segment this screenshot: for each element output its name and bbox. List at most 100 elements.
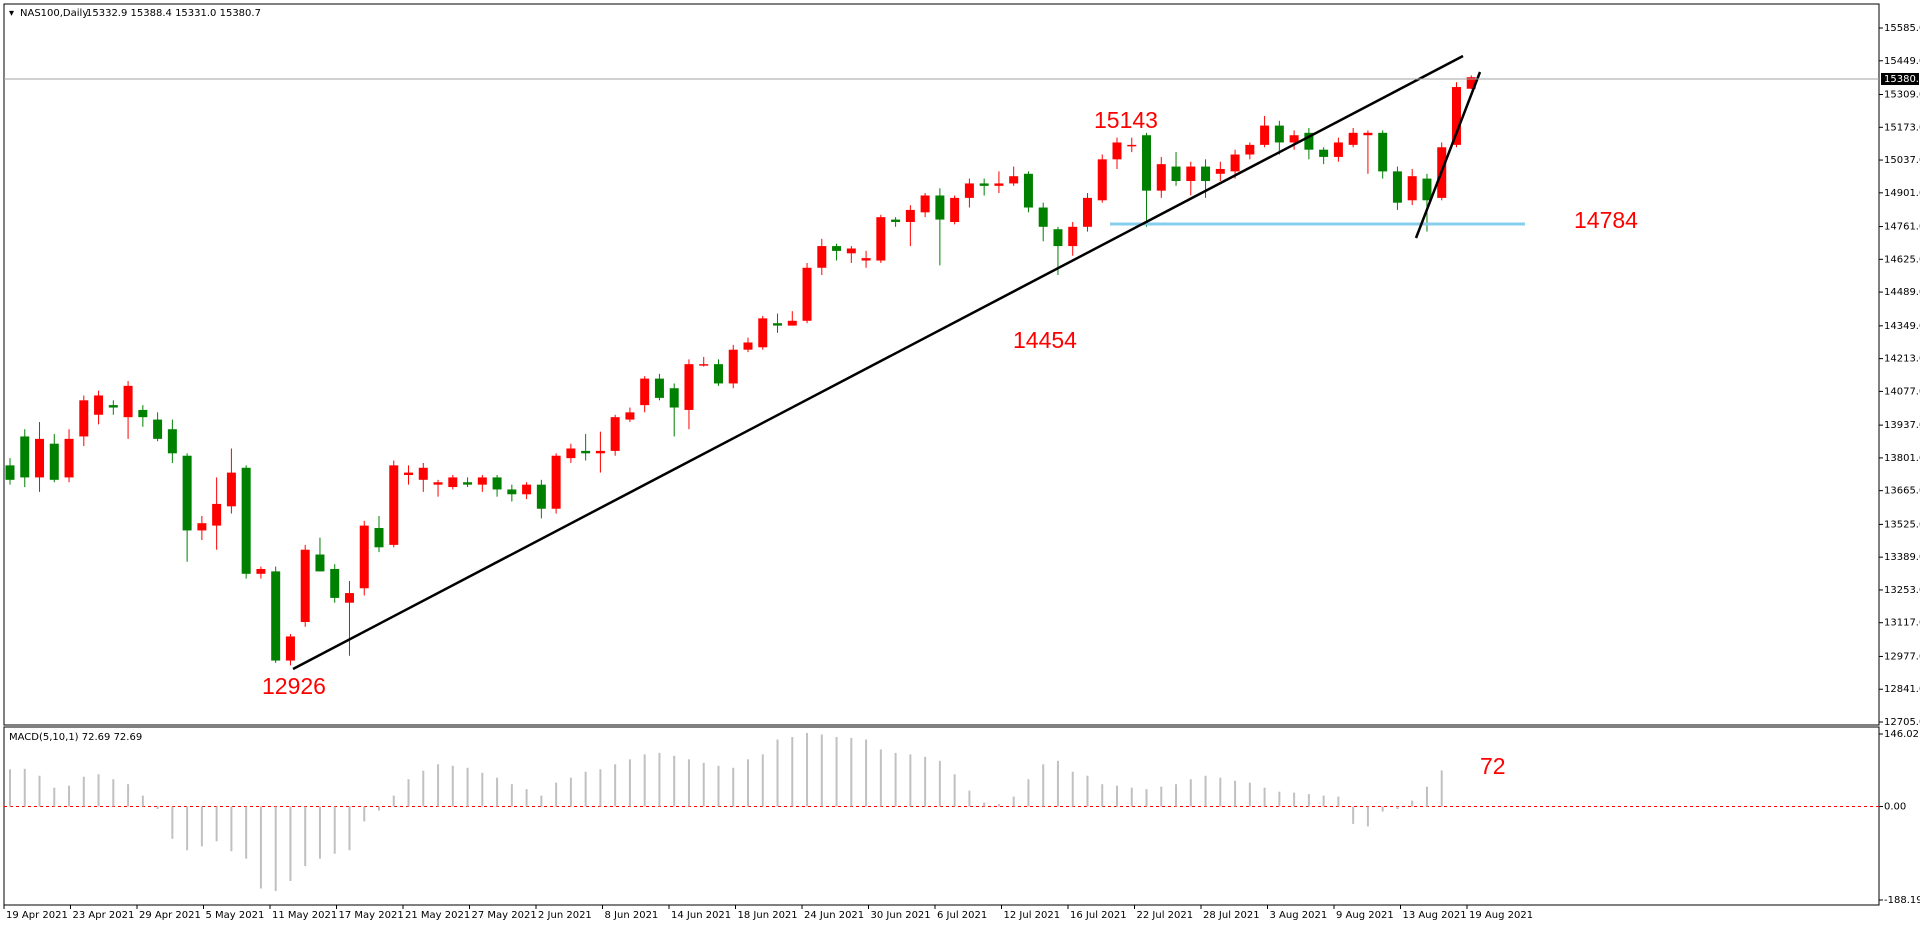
candle-body (271, 571, 281, 661)
candle-body (1392, 171, 1402, 203)
time-tick-label: 24 Jun 2021 (804, 910, 864, 921)
price-tick-label: 15309.0 (1884, 90, 1920, 101)
price-tick-label: 13525.0 (1884, 519, 1920, 530)
price-tick-label: 15037.0 (1884, 155, 1920, 166)
candle-body (654, 378, 664, 398)
candle-body (1127, 144, 1137, 147)
price-tick-label: 14213.0 (1884, 354, 1920, 365)
label-12926: 12926 (262, 673, 326, 699)
candle-body (1245, 144, 1255, 155)
chart-open-triangle[interactable]: ▾ (9, 8, 14, 19)
time-tick-label: 5 May 2021 (206, 910, 265, 921)
candle-body (79, 400, 89, 437)
candle-body (1097, 159, 1107, 201)
candle-body (964, 183, 974, 198)
candle-body (787, 320, 797, 326)
candle-body (138, 409, 148, 418)
candle-body (359, 525, 369, 589)
candle-body (1260, 125, 1270, 145)
price-tick-label: 12841.0 (1884, 684, 1920, 695)
time-tick-label: 17 May 2021 (339, 910, 404, 921)
candle-body (1466, 77, 1476, 89)
time-tick-label: 18 Jun 2021 (738, 910, 798, 921)
candle-body (285, 636, 295, 661)
candle-body (1451, 87, 1461, 145)
time-tick-label: 12 Jul 2021 (1004, 910, 1061, 921)
candle-body (1156, 164, 1166, 191)
price-tick-label: 12977.0 (1884, 651, 1920, 662)
candle-body (1274, 125, 1284, 143)
macd-panel-frame (3, 726, 1880, 906)
candlestick-series (5, 75, 1476, 666)
candle-body (507, 489, 517, 495)
candle-body (846, 248, 856, 254)
candle-body (536, 484, 546, 509)
symbol-label: NAS100,Daily (20, 8, 88, 19)
candle-body (20, 436, 30, 478)
time-tick-label: 19 Apr 2021 (6, 910, 68, 921)
candle-body (5, 465, 15, 480)
time-tick-label: 13 Aug 2021 (1403, 910, 1467, 921)
price-tick-label: 14489.0 (1884, 287, 1920, 298)
label-14454: 14454 (1013, 327, 1077, 353)
macd-histogram (4, 733, 1879, 891)
time-tick-label: 11 May 2021 (272, 910, 337, 921)
candle-body (1038, 207, 1048, 227)
price-tick-label: 14077.0 (1884, 386, 1920, 397)
price-tick-label: 14901.0 (1884, 188, 1920, 199)
price-tick-label: 13937.0 (1884, 420, 1920, 431)
candle-body (669, 388, 679, 408)
candle-body (522, 484, 532, 495)
time-tick-label: 29 Apr 2021 (139, 910, 201, 921)
candle-body (1230, 154, 1240, 172)
macd-tick-label: 0.00 (1884, 802, 1906, 813)
candle-body (1422, 178, 1432, 201)
candle-body (728, 349, 738, 384)
candle-body (625, 412, 635, 420)
candle-body (433, 482, 443, 485)
price-tick-label: 15173.0 (1884, 122, 1920, 133)
candle-body (1112, 142, 1122, 160)
candle-body (713, 364, 723, 384)
macd-tick-label: 146.02 (1884, 729, 1919, 740)
time-tick-label: 9 Aug 2021 (1336, 910, 1394, 921)
current-price-tag-label: 15380.7 (1884, 74, 1920, 85)
candle-body (581, 450, 591, 454)
candle-body (1304, 132, 1314, 150)
candle-body (315, 554, 325, 572)
candle-body (905, 209, 915, 222)
time-tick-label: 14 Jun 2021 (671, 910, 731, 921)
candle-body (389, 465, 399, 545)
trend-line-upper (292, 54, 1464, 671)
candle-body (1289, 135, 1299, 143)
candle-body (832, 246, 842, 251)
candle-body (256, 568, 266, 574)
candle-body (300, 549, 310, 622)
candle-body (1319, 149, 1329, 157)
candle-body (595, 450, 605, 454)
candle-body (802, 267, 812, 321)
time-tick-label: 3 Aug 2021 (1270, 910, 1328, 921)
time-tick-label: 22 Jul 2021 (1137, 910, 1194, 921)
price-tick-label: 15585.0 (1884, 23, 1920, 34)
time-tick-label: 19 Aug 2021 (1469, 910, 1533, 921)
candle-body (1082, 197, 1092, 227)
candle-body (123, 385, 133, 418)
candle-body (861, 258, 871, 261)
ohlc-label: 15332.9 15388.4 15331.0 15380.7 (86, 8, 261, 19)
candle-body (241, 467, 251, 574)
time-tick-label: 6 Jul 2021 (937, 910, 987, 921)
price-tick-label: 14761.0 (1884, 222, 1920, 233)
candle-body (94, 395, 104, 415)
candle-body (891, 219, 901, 222)
price-tick-label: 13801.0 (1884, 453, 1920, 464)
price-tick-label: 13117.0 (1884, 618, 1920, 629)
candle-body (640, 378, 650, 406)
time-tick-label: 23 Apr 2021 (73, 910, 135, 921)
price-axis: 15585.0 15449.0 15309.0 15173.0 15037.0 14901… (1879, 23, 1920, 728)
candle-body (566, 448, 576, 459)
candle-body (610, 417, 620, 451)
price-tick-label: 13253.0 (1884, 585, 1920, 596)
candle-body (817, 246, 827, 268)
